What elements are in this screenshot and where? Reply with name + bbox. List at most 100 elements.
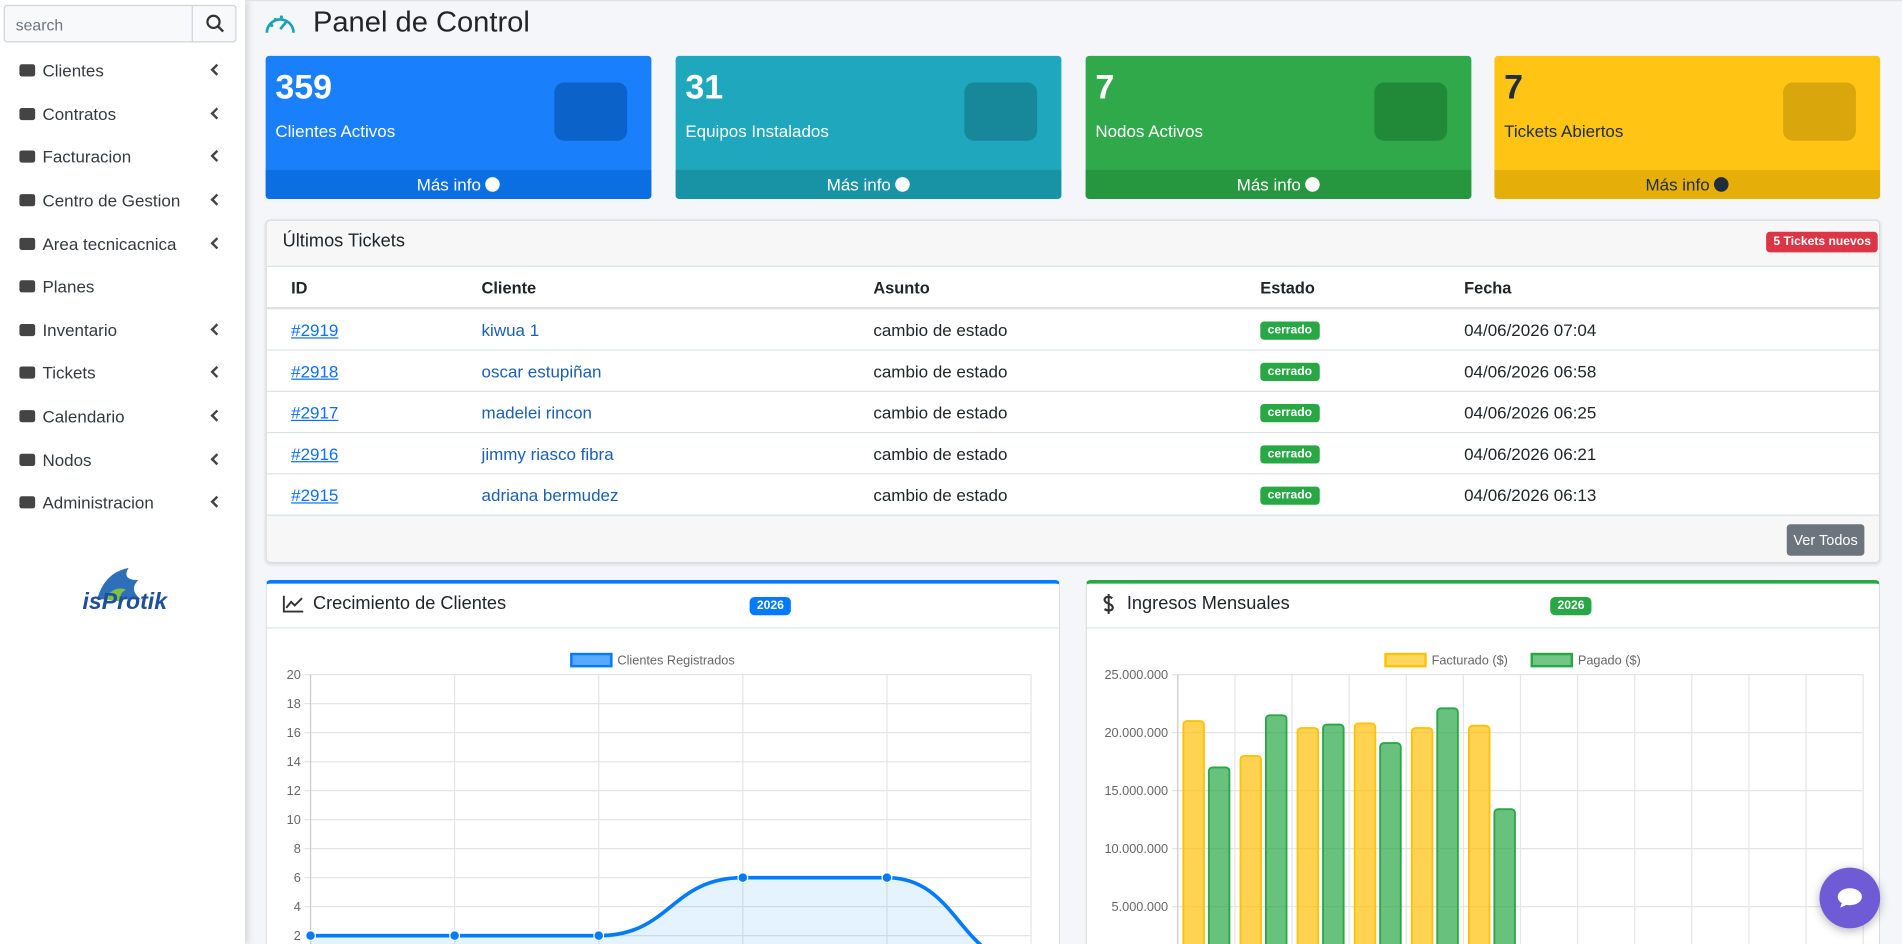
menu-item[interactable]: Centro de Gestion xyxy=(0,184,245,216)
ticket-id-link[interactable]: #2919 xyxy=(291,320,339,340)
menu-chevron xyxy=(210,193,223,206)
icon-shape xyxy=(964,82,1038,141)
y-tick-label: 18 xyxy=(287,696,301,711)
menu-item[interactable]: Nodos xyxy=(0,444,245,476)
menu-item[interactable]: Administracion xyxy=(0,487,245,519)
card-footer[interactable]: Más info xyxy=(265,169,652,199)
card-footer[interactable]: Más info xyxy=(1494,169,1881,199)
income-chart-panel: Ingresos Mensuales 2026 Facturado ($) Pag… xyxy=(1085,580,1881,944)
card-icon xyxy=(554,82,628,141)
menu-item[interactable]: Tickets xyxy=(0,357,245,389)
icon-shape xyxy=(19,107,36,121)
menu-chevron xyxy=(210,409,223,422)
card-value: 31 xyxy=(685,67,724,106)
header-rule xyxy=(266,306,1879,310)
icon-shape xyxy=(19,237,36,250)
row-rule xyxy=(266,390,1879,392)
chat-button[interactable] xyxy=(1819,867,1881,929)
cell-text: 04/06/2026 06:13 xyxy=(1464,485,1597,505)
bar xyxy=(1467,724,1491,944)
menu-chevron xyxy=(210,237,223,250)
menu-item[interactable]: Clientes xyxy=(0,55,245,87)
point xyxy=(737,872,749,884)
logo: isProtik xyxy=(80,563,167,633)
menu-item[interactable]: Facturacion xyxy=(0,141,245,173)
bar xyxy=(1379,742,1402,944)
status-badge: cerrado xyxy=(1260,321,1320,340)
menu-label: Planes xyxy=(42,276,95,297)
menu-label: Calendario xyxy=(42,406,125,426)
view-all-button[interactable]: Ver Todos xyxy=(1786,524,1865,556)
chat-icon xyxy=(1837,888,1862,908)
card-footer[interactable]: Más info xyxy=(675,169,1062,199)
row-rule xyxy=(266,349,1879,351)
search-placeholder: search xyxy=(15,15,64,34)
clients-chart-panel: Crecimiento de Clientes 2026 Clientes Re… xyxy=(265,580,1061,944)
row-rule xyxy=(266,431,1879,434)
icon-shape xyxy=(554,82,628,141)
card-link[interactable]: Más info xyxy=(1236,174,1301,195)
info-card: 359 Clientes Activos Más info xyxy=(265,55,652,199)
search-button[interactable] xyxy=(191,6,237,42)
menu-icon xyxy=(19,107,36,121)
arrow-icon xyxy=(485,177,501,192)
bar xyxy=(1182,720,1205,944)
cell-text: cambio de estado xyxy=(873,402,1008,423)
card-link[interactable]: Más info xyxy=(1645,174,1710,195)
point xyxy=(305,930,316,942)
logo-text: isProtik xyxy=(82,589,168,616)
card-label: Nodos Activos xyxy=(1095,121,1203,141)
bar xyxy=(1239,754,1262,944)
year-badge: 2026 xyxy=(749,596,792,616)
bar xyxy=(1207,766,1231,944)
client-link[interactable]: madelei rincon xyxy=(481,402,593,423)
info-card: 7 Nodos Activos Más info xyxy=(1085,55,1472,199)
card-link[interactable]: Más info xyxy=(416,174,481,195)
menu-label: Clientes xyxy=(42,60,104,81)
column-header: ID xyxy=(291,279,308,298)
menu-item[interactable]: Calendario xyxy=(0,400,245,432)
menu-item[interactable]: Contratos xyxy=(0,98,245,130)
menu-item[interactable]: Inventario xyxy=(0,314,245,346)
panel-title: Ingresos Mensuales xyxy=(1126,593,1290,614)
menu-icon xyxy=(19,453,36,466)
client-link[interactable]: adriana bermudez xyxy=(481,485,619,505)
ticket-id-link[interactable]: #2915 xyxy=(291,485,339,505)
menu-chevron xyxy=(210,149,223,162)
dollar-icon xyxy=(1103,593,1114,614)
icon-shape xyxy=(19,194,36,207)
y-tick-label: 20.000.000 xyxy=(1104,725,1168,740)
client-link[interactable]: oscar estupiñan xyxy=(481,361,602,382)
row-rule xyxy=(266,514,1879,516)
panel-title: Crecimiento de Clientes xyxy=(312,593,507,614)
menu-item[interactable]: Area tecnicacnica xyxy=(0,228,245,260)
ticket-id-link[interactable]: #2918 xyxy=(291,361,339,382)
arrow-icon xyxy=(1305,177,1321,192)
menu-item[interactable]: Planes xyxy=(0,271,245,303)
ticket-id-link[interactable]: #2916 xyxy=(291,444,339,464)
card-link[interactable]: Más info xyxy=(826,174,891,195)
menu-label: Area tecnicacnica xyxy=(42,234,177,254)
client-link[interactable]: jimmy riasco fibra xyxy=(481,444,614,464)
year-badge: 2026 xyxy=(1550,596,1592,616)
sidebar: search isProtik Clientes Contratos Factura… xyxy=(0,0,246,944)
line-area xyxy=(310,877,980,944)
bar xyxy=(1322,723,1345,944)
menu-icon xyxy=(19,194,36,207)
column-header: Asunto xyxy=(873,279,930,298)
icon-shape xyxy=(19,496,36,509)
menu-label: Facturacion xyxy=(42,146,132,167)
top-border xyxy=(245,0,1902,2)
line-chart: Clientes Registrados 2 4 6 8 10 12 14 16 18 20 xyxy=(287,652,1032,944)
legend-swatch xyxy=(570,652,613,668)
card-footer[interactable]: Más info xyxy=(1085,169,1472,199)
cell-text: 04/06/2026 06:25 xyxy=(1464,402,1597,423)
tickets-panel: Últimos Tickets 5 Tickets nuevos Ver Tod… xyxy=(265,219,1881,564)
ticket-id-link[interactable]: #2917 xyxy=(291,402,339,423)
card-value: 359 xyxy=(275,67,333,106)
y-tick-label: 5.000.000 xyxy=(1112,899,1169,914)
client-link[interactable]: kiwua 1 xyxy=(481,320,540,340)
line xyxy=(310,875,983,944)
search-box[interactable]: search xyxy=(3,4,237,43)
icon-shape xyxy=(19,150,36,163)
